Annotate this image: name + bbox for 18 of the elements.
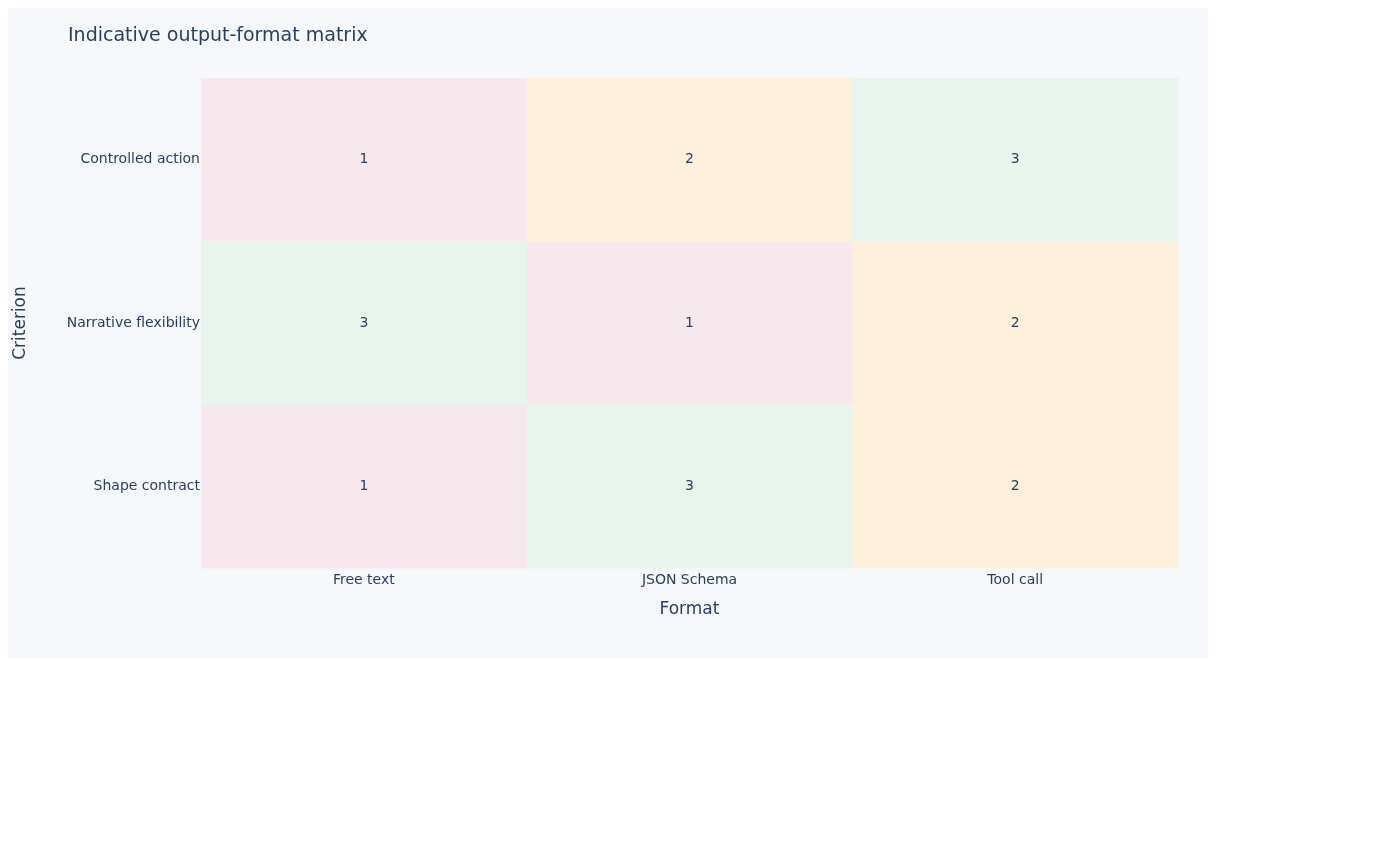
- y-tick-label: Shape contract: [93, 476, 201, 493]
- data-label: 1: [359, 150, 369, 167]
- data-label: 3: [1010, 150, 1020, 167]
- data-label: 3: [359, 313, 369, 330]
- y-tick-label: Controlled action: [80, 150, 200, 167]
- chart-title: Indicative output-format matrix: [68, 22, 368, 45]
- x-axis-title: Format: [659, 598, 720, 619]
- x-tick-label: JSON Schema: [640, 571, 738, 588]
- data-label: 1: [359, 476, 369, 493]
- data-label: 2: [685, 150, 694, 167]
- data-label: 1: [685, 313, 694, 330]
- y-tick-label: Narrative flexibility: [66, 313, 200, 330]
- data-label: 3: [685, 476, 694, 493]
- y-axis-title: Criterion: [8, 286, 29, 360]
- data-label: 2: [1010, 313, 1020, 330]
- x-tick-label: Tool call: [986, 571, 1044, 588]
- data-label: 2: [1010, 476, 1020, 493]
- x-tick-label: Free text: [332, 571, 396, 588]
